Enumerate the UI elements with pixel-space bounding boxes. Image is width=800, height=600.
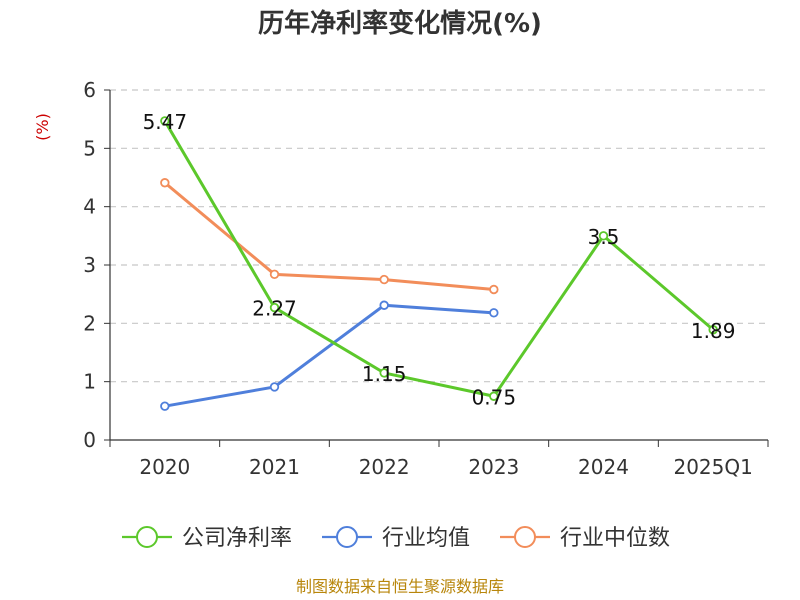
legend-marker bbox=[136, 526, 158, 548]
y-tick-label: 5 bbox=[83, 136, 96, 160]
y-tick-label: 2 bbox=[83, 311, 96, 335]
data-label: 5.47 bbox=[143, 110, 188, 134]
data-point[interactable] bbox=[489, 284, 499, 295]
legend-marker bbox=[514, 526, 536, 548]
legend[interactable]: 公司净利率 行业均值 行业中位数 bbox=[122, 526, 670, 551]
x-tick-label: 2023 bbox=[468, 455, 519, 479]
series-line bbox=[164, 303, 494, 408]
data-label: 2.27 bbox=[252, 297, 297, 321]
data-label: 1.15 bbox=[362, 362, 407, 386]
chart-title: 历年净利率变化情况(%) bbox=[258, 8, 542, 39]
y-tick-label: 0 bbox=[83, 428, 96, 452]
gridlines bbox=[110, 89, 768, 383]
x-tick-label: 2022 bbox=[359, 455, 410, 479]
data-point[interactable] bbox=[708, 325, 718, 335]
data-point[interactable] bbox=[160, 178, 170, 188]
data-point[interactable] bbox=[269, 302, 280, 313]
data-label: 0.75 bbox=[472, 385, 517, 409]
source-note: 制图数据来自恒生聚源数据库 bbox=[296, 577, 504, 596]
x-tick-label: 2024 bbox=[578, 455, 629, 479]
data-point[interactable] bbox=[598, 231, 609, 241]
data-point[interactable] bbox=[379, 368, 389, 378]
data-labels: 5.47 2.27 1.15 0.75 3.5 1.89 bbox=[143, 110, 736, 409]
data-point[interactable] bbox=[489, 308, 499, 318]
y-tick-label: 6 bbox=[83, 78, 96, 102]
x-tick-label: 2025Q1 bbox=[673, 455, 752, 479]
y-tick-label: 1 bbox=[83, 370, 96, 394]
data-point[interactable] bbox=[160, 401, 170, 411]
legend-item[interactable]: 行业中位数 bbox=[500, 526, 670, 551]
legend-item[interactable]: 公司净利率 bbox=[122, 526, 292, 551]
y-tick-label: 4 bbox=[83, 195, 96, 219]
series-1 bbox=[160, 300, 499, 411]
data-point[interactable] bbox=[160, 116, 170, 126]
data-label: 3.5 bbox=[588, 225, 620, 249]
data-point[interactable] bbox=[379, 300, 389, 310]
legend-label: 行业中位数 bbox=[560, 526, 670, 551]
x-tick-label: 2020 bbox=[139, 455, 190, 479]
data-point[interactable] bbox=[269, 382, 280, 392]
legend-label: 行业均值 bbox=[382, 526, 470, 551]
legend-marker bbox=[336, 526, 358, 548]
data-point[interactable] bbox=[269, 269, 280, 280]
series-0 bbox=[160, 116, 718, 401]
legend-item[interactable]: 行业均值 bbox=[322, 526, 470, 551]
series-line bbox=[163, 120, 715, 398]
series-2 bbox=[160, 178, 499, 295]
axes: 0 1 2 3 4 5 6 2020 2021 2022 2023 2024 2025Q1 bbox=[83, 78, 769, 479]
x-tick-label: 2021 bbox=[249, 455, 300, 479]
y-axis-label: (%) bbox=[33, 113, 52, 141]
y-tick-label: 3 bbox=[83, 253, 96, 277]
data-point[interactable] bbox=[379, 274, 389, 285]
series-lines bbox=[160, 116, 718, 411]
legend-label: 公司净利率 bbox=[182, 526, 292, 551]
data-point[interactable] bbox=[489, 391, 499, 401]
series-line bbox=[163, 181, 494, 291]
data-label: 1.89 bbox=[691, 319, 736, 343]
